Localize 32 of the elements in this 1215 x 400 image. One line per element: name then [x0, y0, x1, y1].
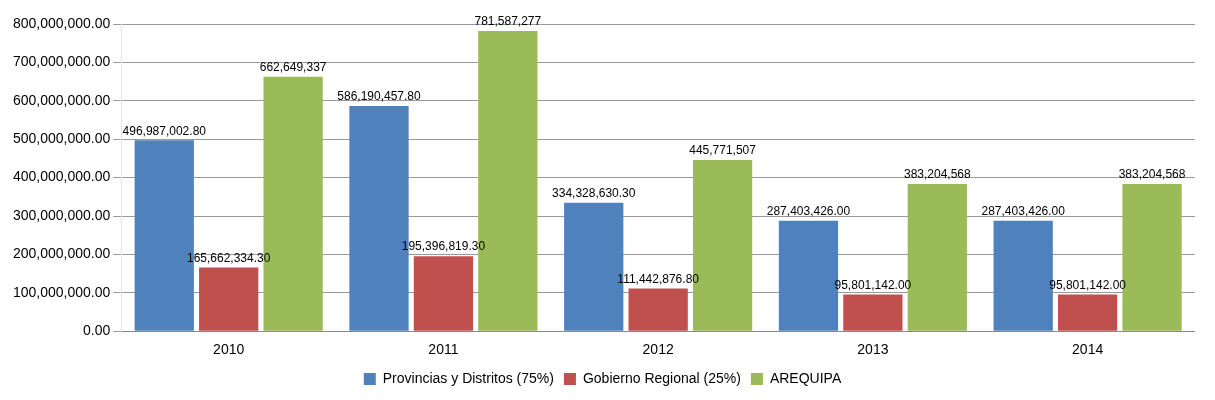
legend-label: Provincias y Distritos (75%) — [382, 369, 554, 386]
y-tick-label: 200,000,000.00 — [12, 245, 111, 262]
y-tick-label: 0.00 — [83, 322, 111, 339]
legend-label: Gobierno Regional (25%) — [582, 369, 741, 386]
y-tick-label: 700,000,000.00 — [12, 53, 111, 70]
y-tick-label: 100,000,000.00 — [12, 283, 111, 300]
data-label: 586,190,457.80 — [337, 89, 422, 104]
legend-label: AREQUIPA — [769, 369, 842, 386]
y-tick-label: 300,000,000.00 — [12, 206, 111, 223]
bar — [1058, 294, 1118, 331]
data-label: 496,987,002.80 — [122, 123, 207, 138]
data-label: 287,403,426.00 — [766, 204, 851, 219]
bar — [843, 294, 903, 331]
bar — [199, 267, 259, 331]
data-label: 383,204,568 — [903, 167, 972, 182]
y-tick-label: 400,000,000.00 — [12, 168, 111, 185]
data-label: 445,771,507 — [689, 143, 757, 158]
data-label: 781,587,277 — [474, 14, 542, 29]
x-tick-label: 2013 — [857, 341, 889, 358]
bar — [628, 288, 688, 331]
x-tick-label: 2011 — [428, 341, 459, 358]
y-tick-label: 500,000,000.00 — [12, 130, 111, 147]
data-label: 334,328,630.30 — [552, 186, 636, 201]
x-tick-label: 2010 — [213, 341, 245, 358]
data-label: 383,204,568 — [1118, 167, 1186, 182]
y-tick-label: 600,000,000.00 — [12, 91, 111, 108]
data-label: 662,649,337 — [259, 60, 327, 75]
x-tick-label: 2012 — [642, 341, 674, 358]
x-tick-label: 2014 — [1072, 341, 1104, 358]
bar — [413, 256, 474, 331]
data-label: 287,403,426.00 — [981, 204, 1066, 219]
y-tick-label: 800,000,000.00 — [12, 14, 111, 31]
